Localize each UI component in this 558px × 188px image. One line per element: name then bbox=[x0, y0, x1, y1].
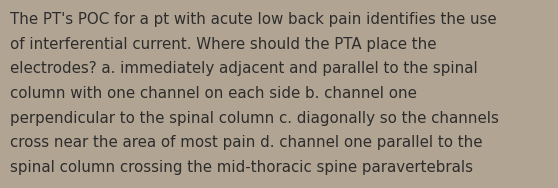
Text: The PT's POC for a pt with acute low back pain identifies the use: The PT's POC for a pt with acute low bac… bbox=[10, 12, 497, 27]
Text: cross near the area of most pain d. channel one parallel to the: cross near the area of most pain d. chan… bbox=[10, 135, 483, 150]
Text: spinal column crossing the mid-thoracic spine paravertebrals: spinal column crossing the mid-thoracic … bbox=[10, 160, 473, 175]
Text: of interferential current. Where should the PTA place the: of interferential current. Where should … bbox=[10, 37, 436, 52]
Text: electrodes? a. immediately adjacent and parallel to the spinal: electrodes? a. immediately adjacent and … bbox=[10, 61, 478, 77]
Text: perpendicular to the spinal column c. diagonally so the channels: perpendicular to the spinal column c. di… bbox=[10, 111, 499, 126]
Text: column with one channel on each side b. channel one: column with one channel on each side b. … bbox=[10, 86, 417, 101]
